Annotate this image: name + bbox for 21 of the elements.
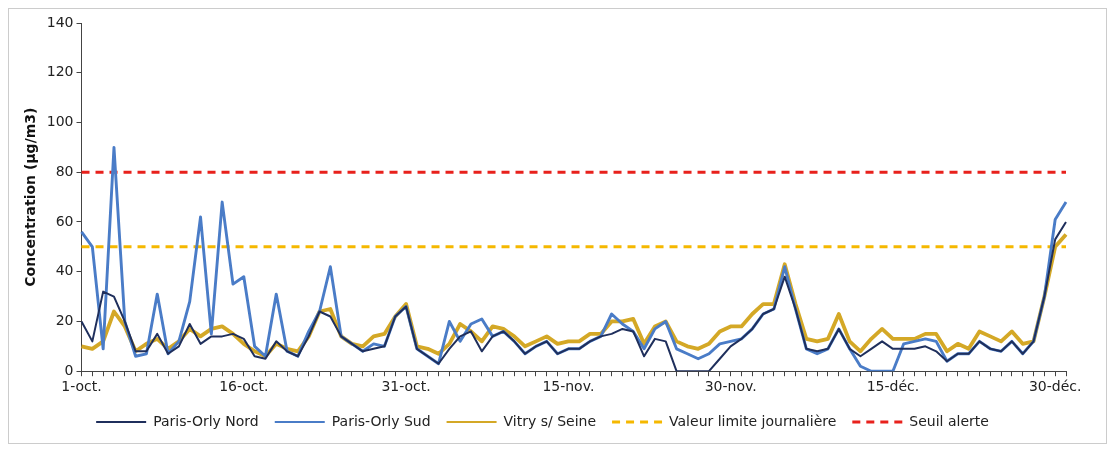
y-tick-label: 0 xyxy=(64,361,74,378)
x-tick-label: 15-nov. xyxy=(542,378,595,395)
y-tick-label: 100 xyxy=(46,113,74,130)
legend-label: Paris-Orly Nord xyxy=(153,412,259,429)
legend-label: Paris-Orly Sud xyxy=(331,412,431,429)
x-tick-label: 31-oct. xyxy=(381,378,431,395)
legend-label: Valeur limite journalière xyxy=(669,412,837,429)
legend-label: Vitry s/ Seine xyxy=(503,412,597,429)
y-tick-label: 40 xyxy=(55,262,74,279)
y-tick-label: 80 xyxy=(55,162,74,179)
y-tick-label: 120 xyxy=(46,63,74,80)
y-tick-label: 20 xyxy=(55,312,74,329)
y-tick-label: 140 xyxy=(46,13,74,30)
y-axis-title: Concentration (µg/m3) xyxy=(22,107,39,287)
legend-label: Seuil alerte xyxy=(909,412,989,429)
x-tick-label: 30-nov. xyxy=(704,378,757,395)
x-tick-label: 16-oct. xyxy=(219,378,269,395)
x-tick-label: 1-oct. xyxy=(61,378,102,395)
y-tick-label: 60 xyxy=(55,212,74,229)
x-tick-label: 30-déc. xyxy=(1028,378,1082,395)
x-tick-label: 15-déc. xyxy=(866,378,920,395)
